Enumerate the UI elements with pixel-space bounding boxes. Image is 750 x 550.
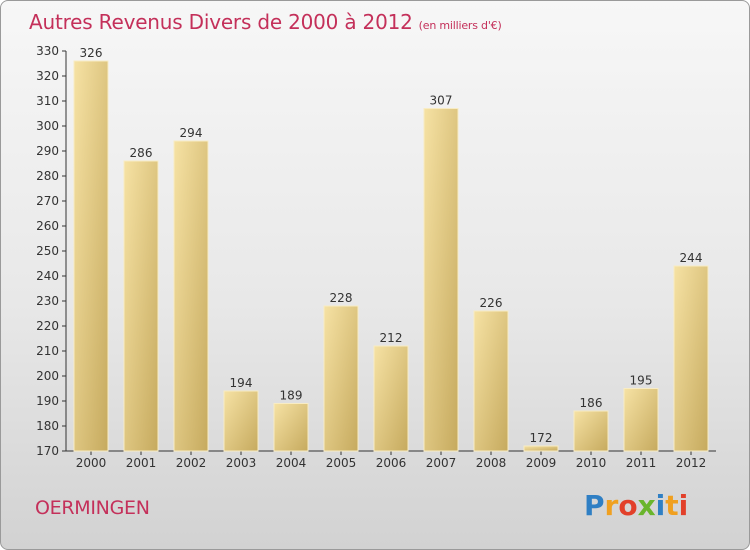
bar-2010 xyxy=(573,410,609,452)
y-tick-label: 300 xyxy=(36,119,59,133)
x-tick-label-2006: 2006 xyxy=(376,456,407,470)
value-label-2002: 294 xyxy=(180,126,203,140)
x-tick-label-2007: 2007 xyxy=(426,456,457,470)
bar-2008 xyxy=(473,310,509,452)
logo-letter: x xyxy=(637,489,656,522)
y-tick-label: 310 xyxy=(36,94,59,108)
value-label-2006: 212 xyxy=(380,331,403,345)
bar-2006 xyxy=(373,345,409,452)
value-label-2000: 326 xyxy=(80,46,103,60)
value-label-2007: 307 xyxy=(430,94,453,108)
y-tick-label: 280 xyxy=(36,169,59,183)
y-tick-label: 220 xyxy=(36,319,59,333)
bar-2003 xyxy=(223,390,259,452)
x-tick-label-2011: 2011 xyxy=(626,456,657,470)
bar-2009 xyxy=(523,445,559,452)
proxiti-logo: Proxiti xyxy=(584,489,688,522)
value-label-2005: 228 xyxy=(330,291,353,305)
logo-letter: i xyxy=(678,489,689,522)
bar-2005 xyxy=(323,305,359,452)
commune-name: OERMINGEN xyxy=(35,497,150,519)
x-tick-label-2001: 2001 xyxy=(126,456,157,470)
chart-title-text: Autres Revenus Divers de 2000 à 2012 xyxy=(29,10,413,34)
logo-letter: t xyxy=(665,489,679,522)
value-label-2009: 172 xyxy=(530,431,553,445)
y-tick-label: 180 xyxy=(36,419,59,433)
bar-2000 xyxy=(73,60,109,452)
y-tick-label: 200 xyxy=(36,369,59,383)
value-label-2004: 189 xyxy=(280,389,303,403)
x-tick-label-2009: 2009 xyxy=(526,456,557,470)
bar-2012 xyxy=(673,265,709,452)
y-tick-label: 170 xyxy=(36,444,59,458)
bar-2001 xyxy=(123,160,159,452)
y-tick-label: 270 xyxy=(36,194,59,208)
bars: 326 286 294 194 189 228 212 307 226 172 186 195 244 xyxy=(73,46,709,452)
y-tick-label: 190 xyxy=(36,394,59,408)
y-tick-label: 320 xyxy=(36,69,59,83)
x-tick-label-2008: 2008 xyxy=(476,456,507,470)
y-tick-label: 240 xyxy=(36,269,59,283)
x-tick-label-2003: 2003 xyxy=(226,456,257,470)
chart-title: Autres Revenus Divers de 2000 à 2012 (en … xyxy=(29,10,502,34)
x-tick-label-2010: 2010 xyxy=(576,456,607,470)
y-tick-label: 210 xyxy=(36,344,59,358)
y-tick-label: 250 xyxy=(36,244,59,258)
value-label-2008: 226 xyxy=(480,296,503,310)
x-tick-label-2012: 2012 xyxy=(676,456,707,470)
bar-2011 xyxy=(623,388,659,452)
x-tick-label-2002: 2002 xyxy=(176,456,207,470)
chart-subtitle: (en milliers d'€) xyxy=(418,19,502,32)
bar-2002 xyxy=(173,140,209,452)
y-tick-label: 260 xyxy=(36,219,59,233)
y-tick-label: 290 xyxy=(36,144,59,158)
value-label-2012: 244 xyxy=(680,251,703,265)
value-label-2011: 195 xyxy=(630,374,653,388)
logo-letter: P xyxy=(584,489,605,522)
logo-letter: r xyxy=(604,489,619,522)
y-tick-label: 230 xyxy=(36,294,59,308)
y-tick-label: 330 xyxy=(36,44,59,58)
logo-letter: o xyxy=(618,489,638,522)
logo-letter: i xyxy=(655,489,666,522)
bar-2007 xyxy=(423,108,459,452)
value-label-2010: 186 xyxy=(580,396,603,410)
y-axis: 170 180 190 200 210 220 230 240 250 260 270 280 290 3… xyxy=(36,44,67,458)
value-label-2001: 286 xyxy=(130,146,153,160)
bar-2004 xyxy=(273,403,309,452)
x-tick-label-2004: 2004 xyxy=(276,456,307,470)
x-tick-label-2000: 2000 xyxy=(76,456,107,470)
value-label-2003: 194 xyxy=(230,376,253,390)
x-axis: 2000 2001 2002 2003 2004 2005 2006 2007 2008 2009… xyxy=(66,450,716,470)
x-tick-label-2005: 2005 xyxy=(326,456,357,470)
